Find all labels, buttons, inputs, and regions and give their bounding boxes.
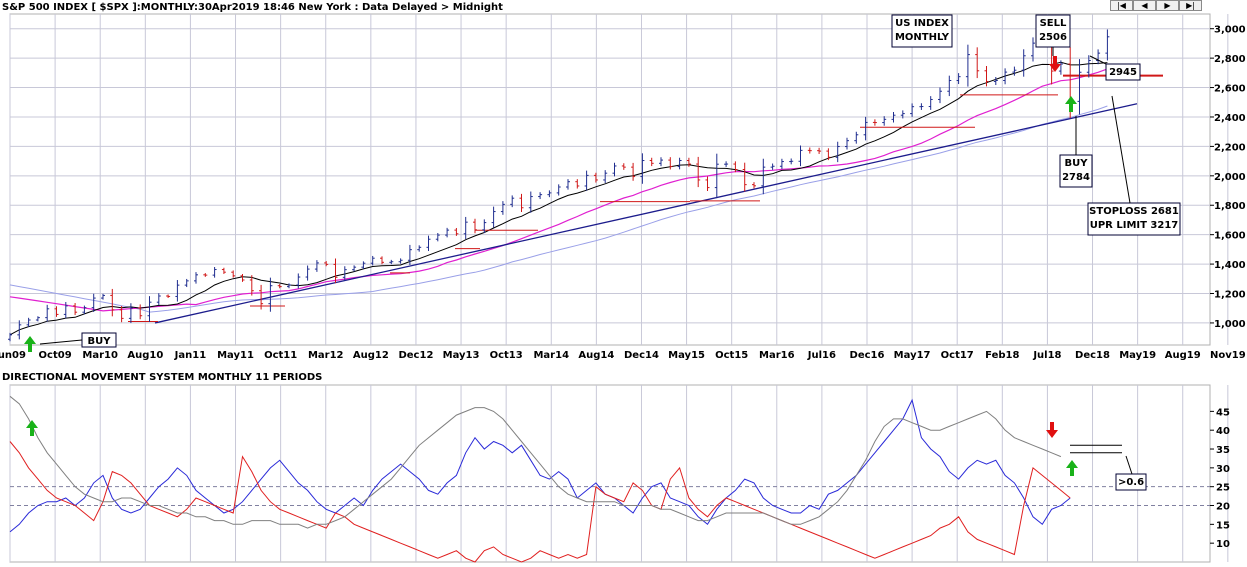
dmi-y-tick-label: 25 bbox=[1216, 483, 1230, 494]
x-tick-label: Jul16 bbox=[807, 350, 836, 361]
y-tick-label: 1,000 bbox=[1214, 319, 1246, 330]
last-price-label-text: 2945 bbox=[1109, 67, 1137, 78]
dmi-ratio-label: >0.6 bbox=[1115, 473, 1147, 491]
x-tick-label: Jan11 bbox=[174, 350, 207, 361]
us-index-label: US INDEX MONTHLY bbox=[891, 14, 953, 48]
stoploss-label-text: STOPLOSS 2681 bbox=[1089, 206, 1179, 217]
stoploss-label: STOPLOSS 2681 UPR LIMIT 3217 bbox=[1087, 202, 1181, 236]
us-index-label-text: US INDEX bbox=[895, 18, 949, 29]
buy-label-text: 2784 bbox=[1062, 172, 1090, 183]
ma-mid-line bbox=[9, 68, 1108, 312]
nav-prev-button[interactable]: ◀ bbox=[1133, 0, 1156, 11]
x-tick-label: Oct15 bbox=[715, 350, 748, 361]
x-tick-label: Feb18 bbox=[985, 350, 1019, 361]
dmi-panel: 10 15 20 25 30 35 40 45 bbox=[9, 384, 1230, 563]
x-tick-label: Dec12 bbox=[398, 350, 433, 361]
y-tick-label: 2,000 bbox=[1214, 172, 1246, 183]
us-index-label-text: MONTHLY bbox=[895, 32, 950, 43]
x-tick-label: Nov19 bbox=[1210, 350, 1246, 361]
stoploss-label-text: UPR LIMIT 3217 bbox=[1090, 220, 1179, 231]
x-tick-label: May19 bbox=[1119, 350, 1156, 361]
y-tick-label: 3,000 bbox=[1214, 25, 1246, 36]
nav-next-button[interactable]: ▶ bbox=[1156, 0, 1179, 11]
buy-label-left: BUY bbox=[81, 332, 117, 348]
y-tick-label: 2,400 bbox=[1214, 113, 1246, 124]
y-tick-label: 2,800 bbox=[1214, 54, 1246, 65]
sell-label-text: 2506 bbox=[1039, 32, 1067, 43]
stoploss-leader bbox=[1111, 95, 1131, 204]
plus-di-line bbox=[9, 398, 1071, 533]
chart-title: S&P 500 INDEX [ $SPX ]:MONTHLY:30Apr2019… bbox=[2, 2, 503, 13]
x-tick-label: Mar16 bbox=[759, 350, 795, 361]
x-tick-label: May11 bbox=[217, 350, 254, 361]
dmi-y-tick-label: 45 bbox=[1216, 407, 1230, 418]
dmi-y-tick-label: 40 bbox=[1216, 426, 1230, 437]
dmi-y-tick-label: 20 bbox=[1216, 502, 1230, 513]
buy-left-leader bbox=[39, 339, 83, 345]
buy-arrow-icon bbox=[1066, 460, 1078, 476]
sell-arrow-icon bbox=[1049, 56, 1061, 72]
dmi-y-tick-label: 30 bbox=[1216, 464, 1230, 475]
x-tick-label: Aug10 bbox=[127, 350, 163, 361]
nav-first-button[interactable]: |◀ bbox=[1110, 0, 1133, 11]
x-tick-label: Dec16 bbox=[850, 350, 885, 361]
last-price-label-box bbox=[1105, 63, 1141, 81]
dmi-y-tick-label: 35 bbox=[1216, 445, 1230, 456]
last-price-label: 2945 bbox=[1105, 63, 1141, 81]
ma-long-line bbox=[9, 105, 1108, 313]
dmi-ratio-label-box bbox=[1115, 473, 1147, 491]
x-tick-label: Mar14 bbox=[533, 350, 569, 361]
dmi-y-tick-label: 15 bbox=[1216, 520, 1230, 531]
minus-di-line bbox=[9, 441, 1071, 563]
stoploss-label-box bbox=[1087, 202, 1181, 236]
price-leader bbox=[1089, 55, 1107, 65]
x-tick-label: Oct11 bbox=[264, 350, 297, 361]
x-tick-label: May13 bbox=[443, 350, 480, 361]
sell-label-text: SELL bbox=[1040, 18, 1067, 29]
x-tick-label: Mar10 bbox=[82, 350, 118, 361]
buy-arrow-icon bbox=[24, 336, 36, 352]
trendline bbox=[154, 103, 1138, 324]
y-tick-label: 2,600 bbox=[1214, 84, 1246, 95]
nav-last-button[interactable]: ▶| bbox=[1179, 0, 1202, 11]
buy-label-left-text: BUY bbox=[88, 336, 112, 347]
dmi-y-tick-label: 10 bbox=[1216, 539, 1230, 550]
ma-short-line bbox=[9, 61, 1108, 336]
x-tick-label: May17 bbox=[894, 350, 931, 361]
x-tick-label: Jun09 bbox=[0, 350, 26, 361]
x-tick-label: May15 bbox=[668, 350, 705, 361]
x-tick-label: Dec18 bbox=[1075, 350, 1110, 361]
buy-label-text: BUY bbox=[1065, 158, 1089, 169]
x-tick-label: Oct13 bbox=[490, 350, 523, 361]
y-tick-label: 1,600 bbox=[1214, 231, 1246, 242]
x-tick-label: Aug12 bbox=[353, 350, 389, 361]
indicator-title: DIRECTIONAL MOVEMENT SYSTEM MONTHLY 11 P… bbox=[2, 372, 322, 383]
y-tick-label: 1,200 bbox=[1214, 290, 1246, 301]
x-tick-label: Mar12 bbox=[308, 350, 344, 361]
price-panel: Jun09 Oct09 Mar10 Aug10 Jan11 May11 Oct11 Mar12… bbox=[0, 13, 1246, 361]
y-tick-label: 1,400 bbox=[1214, 260, 1246, 271]
y-tick-label: 2,200 bbox=[1214, 142, 1246, 153]
buy-arrow-icon bbox=[26, 420, 38, 436]
us-index-label-box bbox=[891, 14, 953, 48]
sell-arrow-icon bbox=[1046, 422, 1058, 438]
x-tick-label: Oct09 bbox=[39, 350, 72, 361]
x-tick-label: Dec14 bbox=[624, 350, 659, 361]
x-tick-label: Oct17 bbox=[941, 350, 974, 361]
adx-line bbox=[9, 395, 1062, 529]
sell-label: SELL 2506 bbox=[1035, 14, 1071, 48]
x-tick-label: Aug14 bbox=[578, 350, 614, 361]
dmi-ratio-leader bbox=[1125, 455, 1133, 475]
dmi-ratio-label-text: >0.6 bbox=[1118, 477, 1144, 488]
x-tick-label: Jul18 bbox=[1032, 350, 1061, 361]
annotation-layer: US INDEX MONTHLY SELL 2506 2945 BUY 2784 STOPLO… bbox=[24, 14, 1181, 491]
buy-label: BUY 2784 bbox=[1059, 154, 1093, 188]
x-tick-label: Aug19 bbox=[1165, 350, 1201, 361]
y-tick-label: 1,800 bbox=[1214, 201, 1246, 212]
buy-arrow-icon bbox=[1065, 96, 1077, 112]
